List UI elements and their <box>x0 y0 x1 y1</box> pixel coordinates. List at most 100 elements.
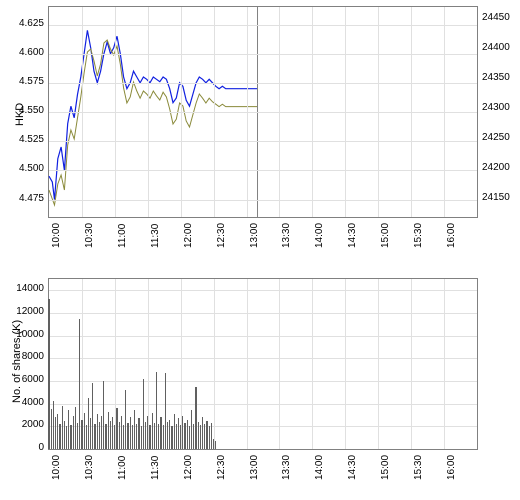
y-left-tick-label: 4.550 <box>16 105 44 116</box>
volume-bar <box>134 410 135 449</box>
y-right-tick-label: 24300 <box>482 102 510 113</box>
volume-bar <box>200 425 201 449</box>
volume-bar <box>70 425 71 449</box>
x-tick-label: 12:00 <box>183 455 194 480</box>
volume-bar <box>116 408 117 449</box>
volume-bar <box>204 424 205 449</box>
volume-bar <box>59 424 60 449</box>
volume-bar <box>94 424 95 449</box>
y-left-tick-label: 4.600 <box>16 47 44 58</box>
stock-chart-container: HKD No. of shares (K) 10:0010:3011:0011:… <box>0 0 520 500</box>
volume-bar <box>86 425 87 449</box>
x-tick-label: 13:00 <box>249 455 260 480</box>
volume-bar <box>75 407 76 449</box>
volume-bar <box>127 423 128 449</box>
x-tick-label: 14:00 <box>314 455 325 480</box>
volume-bar <box>165 373 166 449</box>
volume-bar <box>171 426 172 449</box>
x-tick-label: 15:00 <box>380 223 391 248</box>
x-tick-label: 12:30 <box>216 223 227 248</box>
volume-bar <box>121 416 122 449</box>
volume-bar <box>160 417 161 449</box>
volume-bar <box>99 422 100 449</box>
y-right-tick-label: 24200 <box>482 162 510 173</box>
y-right-tick-label: 24150 <box>482 192 510 203</box>
volume-bar <box>156 372 157 449</box>
x-tick-label: 11:30 <box>150 224 161 248</box>
volume-bar <box>123 425 124 449</box>
x-tick-label: 16:00 <box>446 223 457 248</box>
volume-bar <box>84 413 85 449</box>
volume-bar <box>57 414 58 449</box>
x-tick-label: 12:00 <box>183 223 194 248</box>
volume-bar <box>48 299 49 449</box>
y-left-tick-label: 4.625 <box>16 18 44 29</box>
volume-bar <box>147 416 148 449</box>
volume-bar <box>198 422 199 449</box>
volume-bar <box>81 420 82 449</box>
x-tick-label: 16:00 <box>446 455 457 480</box>
volume-bar <box>163 425 164 449</box>
y-right-tick-label: 24250 <box>482 132 510 143</box>
x-tick-label: 15:30 <box>413 223 424 248</box>
x-tick-label: 13:00 <box>249 223 260 248</box>
volume-bar <box>189 426 190 449</box>
volume-bar <box>145 422 146 449</box>
volume-bar <box>88 398 89 449</box>
x-tick-label: 11:30 <box>150 456 161 480</box>
x-tick-label: 10:00 <box>51 223 62 248</box>
volume-bar <box>176 424 177 449</box>
volume-bar <box>110 421 111 449</box>
x-tick-label: 10:30 <box>84 455 95 480</box>
y-tick-label: 14000 <box>14 283 44 294</box>
x-tick-label: 11:00 <box>117 456 128 480</box>
volume-bar <box>158 424 159 449</box>
volume-bar <box>152 413 153 449</box>
volume-bar <box>51 409 52 449</box>
y-tick-label: 6000 <box>14 374 44 385</box>
x-tick-label: 14:00 <box>314 223 325 248</box>
y-tick-label: 12000 <box>14 306 44 317</box>
series-price_hkd <box>49 30 258 199</box>
x-tick-label: 14:30 <box>347 223 358 248</box>
volume-bar <box>132 425 133 449</box>
volume-bar <box>193 424 194 449</box>
volume-bar <box>55 417 56 449</box>
volume-bar <box>141 426 142 449</box>
volume-bar <box>184 423 185 449</box>
volume-bar <box>202 417 203 449</box>
volume-bar <box>215 441 216 449</box>
y-tick-label: 2000 <box>14 419 44 430</box>
volume-bar <box>187 420 188 449</box>
volume-bar <box>174 414 175 449</box>
y-tick-label: 10000 <box>14 329 44 340</box>
x-tick-label: 13:30 <box>281 223 292 248</box>
volume-bar <box>138 418 139 449</box>
y-left-tick-label: 4.575 <box>16 76 44 87</box>
volume-bar <box>182 416 183 449</box>
series-index <box>49 40 258 205</box>
price-chart-plot-area <box>48 6 478 218</box>
volume-bar <box>103 381 104 449</box>
volume-bar <box>195 387 196 449</box>
volume-bar <box>79 319 80 449</box>
volume-bar <box>154 423 155 449</box>
volume-bar <box>209 426 210 449</box>
y-right-tick-label: 24450 <box>482 12 510 23</box>
volume-bar <box>92 383 93 449</box>
y-tick-label: 8000 <box>14 351 44 362</box>
volume-bar <box>64 421 65 449</box>
volume-bar <box>53 401 54 449</box>
volume-bar <box>191 410 192 449</box>
y-left-tick-label: 4.525 <box>16 134 44 145</box>
volume-bar <box>114 425 115 449</box>
x-tick-label: 10:30 <box>84 223 95 248</box>
x-tick-label: 10:00 <box>51 455 62 480</box>
x-tick-label: 12:30 <box>216 455 227 480</box>
volume-bar <box>167 422 168 449</box>
volume-bar <box>68 410 69 449</box>
y-tick-label: 4000 <box>14 397 44 408</box>
y-left-tick-label: 4.500 <box>16 163 44 174</box>
volume-bar <box>169 420 170 449</box>
x-tick-label: 15:00 <box>380 455 391 480</box>
